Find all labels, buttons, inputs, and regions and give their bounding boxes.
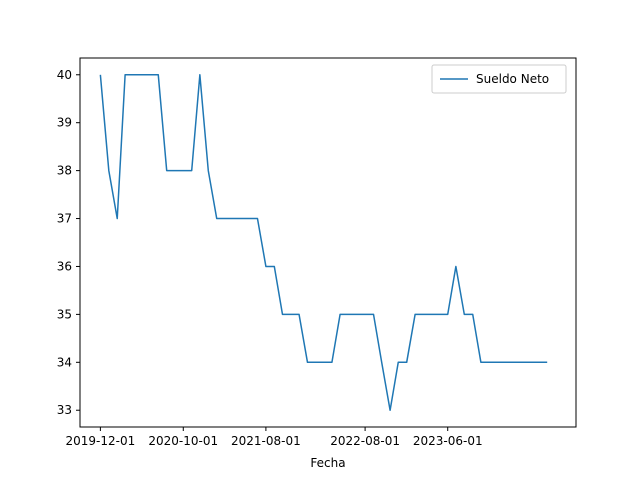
legend-label: Sueldo Neto <box>476 72 549 86</box>
y-tick-label: 35 <box>57 307 72 321</box>
legend-box <box>431 64 567 94</box>
y-tick-label: 38 <box>57 164 72 178</box>
y-tick-label: 33 <box>57 403 72 417</box>
y-tick-label: 40 <box>57 68 72 82</box>
y-tick-label: 39 <box>57 116 72 130</box>
legend: Sueldo Neto <box>431 64 567 94</box>
y-axis: 33 34 35 36 37 38 39 40 <box>57 68 80 417</box>
x-tick-label: 2019-12-01 <box>66 434 136 448</box>
x-tick-label: 2022-08-01 <box>330 434 400 448</box>
x-tick-label: 2020-10-01 <box>148 434 218 448</box>
series-line <box>99 74 548 411</box>
series-layer <box>99 74 548 411</box>
x-tick-label: 2021-08-01 <box>231 434 301 448</box>
x-tick-label: 2023-06-01 <box>413 434 483 448</box>
y-tick-label: 34 <box>57 355 72 369</box>
axes-frame <box>79 57 577 428</box>
x-axis: 2019-12-01 2020-10-01 2021-08-01 2022-08-01… <box>66 427 483 448</box>
y-tick-label: 36 <box>57 259 72 273</box>
y-tick-label: 37 <box>57 212 72 226</box>
x-axis-label: Fecha <box>310 456 345 470</box>
